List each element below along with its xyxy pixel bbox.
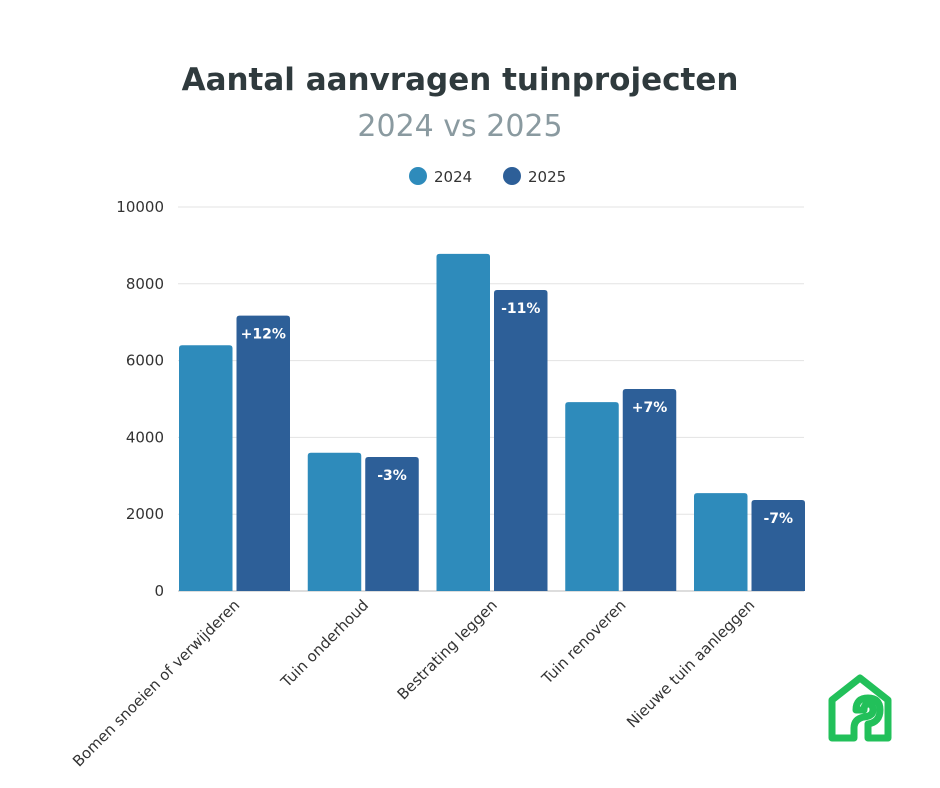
legend-label-2025: 2025 [528, 168, 566, 186]
data-label: +7% [632, 400, 668, 416]
data-label: -7% [763, 511, 793, 527]
chart-subtitle: 2024 vs 2025 [357, 109, 562, 144]
y-tick-label: 8000 [126, 275, 164, 293]
data-label: -11% [501, 301, 540, 317]
legend-marker-2024 [409, 167, 427, 185]
bar-2024 [179, 345, 233, 591]
house-logo-icon [828, 674, 892, 742]
x-category-label: Tuin renoveren [537, 596, 629, 688]
bar-2025 [494, 289, 548, 591]
bar-2025 [365, 456, 419, 591]
bar-2024 [565, 402, 619, 591]
legend-label-2024: 2024 [434, 168, 472, 186]
bar-2024 [307, 452, 362, 591]
y-tick-label: 10000 [116, 198, 164, 216]
y-tick-label: 4000 [126, 428, 164, 446]
x-category-label: Bestrating leggen [394, 596, 501, 703]
bar-2025 [236, 315, 290, 591]
data-label: +12% [241, 327, 286, 343]
y-tick-label: 2000 [126, 505, 164, 523]
y-tick-label: 6000 [126, 352, 164, 370]
data-label: -3% [377, 468, 407, 484]
legend-marker-2025 [503, 167, 521, 185]
x-category-label: Tuin onderhoud [277, 596, 372, 691]
bar-2025 [751, 499, 805, 591]
legend: 2024 2025 [409, 167, 566, 186]
y-tick-label: 0 [154, 582, 164, 600]
bar-2024 [436, 253, 490, 591]
bar-2024 [694, 493, 748, 591]
x-category-label: Bomen snoeien of verwijderen [69, 596, 243, 770]
chart-title: Aantal aanvragen tuinprojecten [182, 62, 739, 98]
bar-2025 [622, 389, 677, 591]
x-category-label: Nieuwe tuin aanleggen [623, 596, 758, 731]
